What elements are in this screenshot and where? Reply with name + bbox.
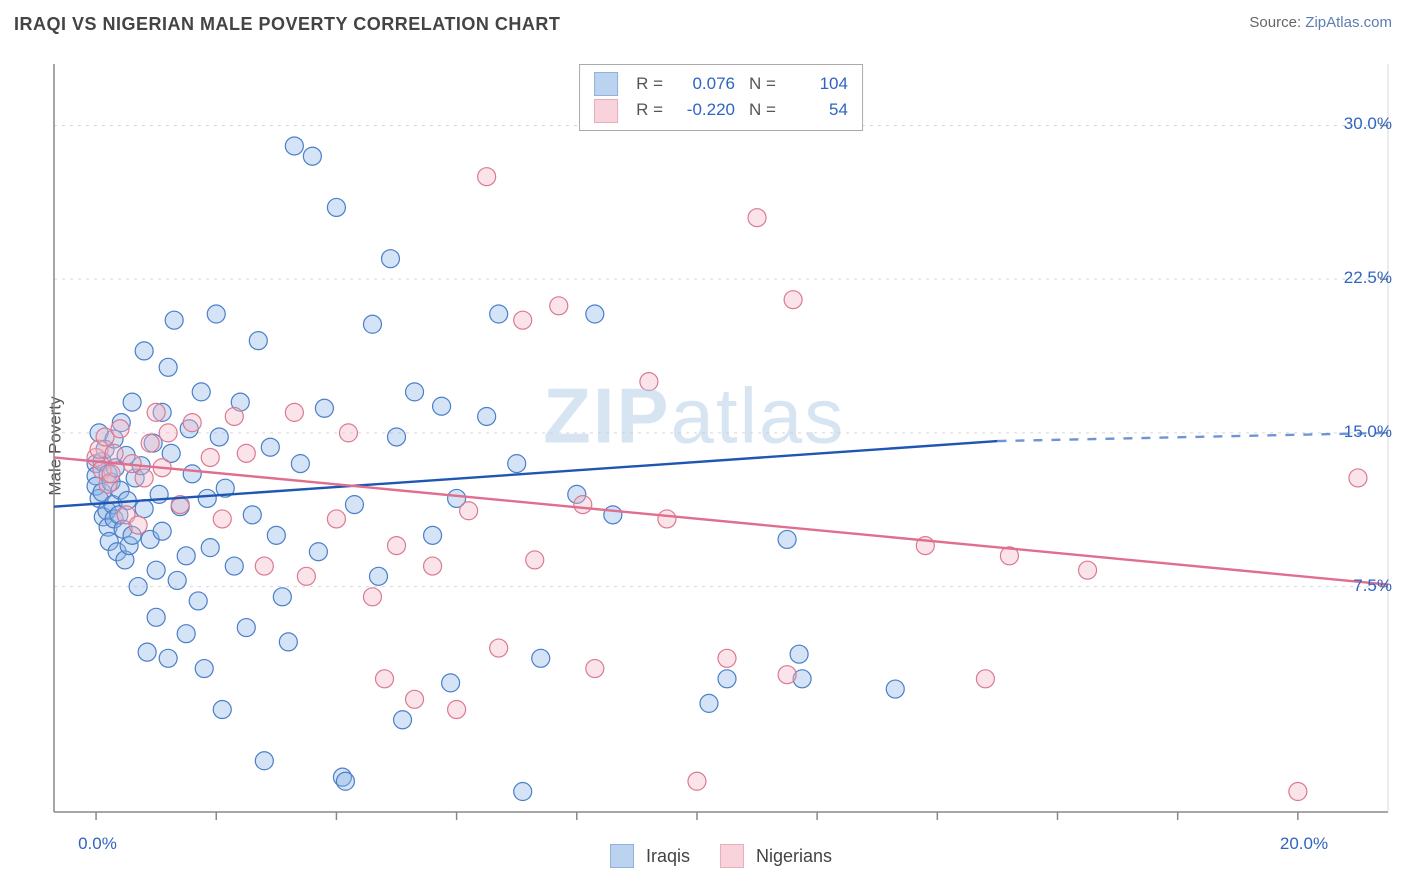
source-prefix: Source: <box>1249 14 1305 31</box>
stats-legend-row: R = 0.076N = 104 <box>594 71 848 97</box>
y-tick-label: 30.0% <box>1344 114 1392 134</box>
plot-area: ZIPatlas R = 0.076N = 104R = -0.220N = 5… <box>52 62 1390 832</box>
source-link[interactable]: ZipAtlas.com <box>1305 14 1392 31</box>
series-legend: Iraqis Nigerians <box>610 844 832 868</box>
x-tick-label: 0.0% <box>78 834 117 854</box>
chart-title: IRAQI VS NIGERIAN MALE POVERTY CORRELATI… <box>14 14 560 35</box>
series-legend-item: Nigerians <box>720 844 832 868</box>
scatter-plot <box>52 62 1390 832</box>
legend-swatch <box>610 844 634 868</box>
stats-legend-row: R = -0.220N = 54 <box>594 97 848 123</box>
source-credit: Source: ZipAtlas.com <box>1249 14 1392 31</box>
legend-swatch <box>594 72 618 96</box>
legend-swatch <box>594 99 618 123</box>
y-tick-label: 22.5% <box>1344 268 1392 288</box>
series-legend-item: Iraqis <box>610 844 690 868</box>
series-legend-label: Nigerians <box>756 846 832 867</box>
y-tick-label: 7.5% <box>1353 576 1392 596</box>
x-tick-label: 20.0% <box>1280 834 1328 854</box>
stats-legend: R = 0.076N = 104R = -0.220N = 54 <box>579 64 863 131</box>
legend-swatch <box>720 844 744 868</box>
y-tick-label: 15.0% <box>1344 422 1392 442</box>
series-legend-label: Iraqis <box>646 846 690 867</box>
